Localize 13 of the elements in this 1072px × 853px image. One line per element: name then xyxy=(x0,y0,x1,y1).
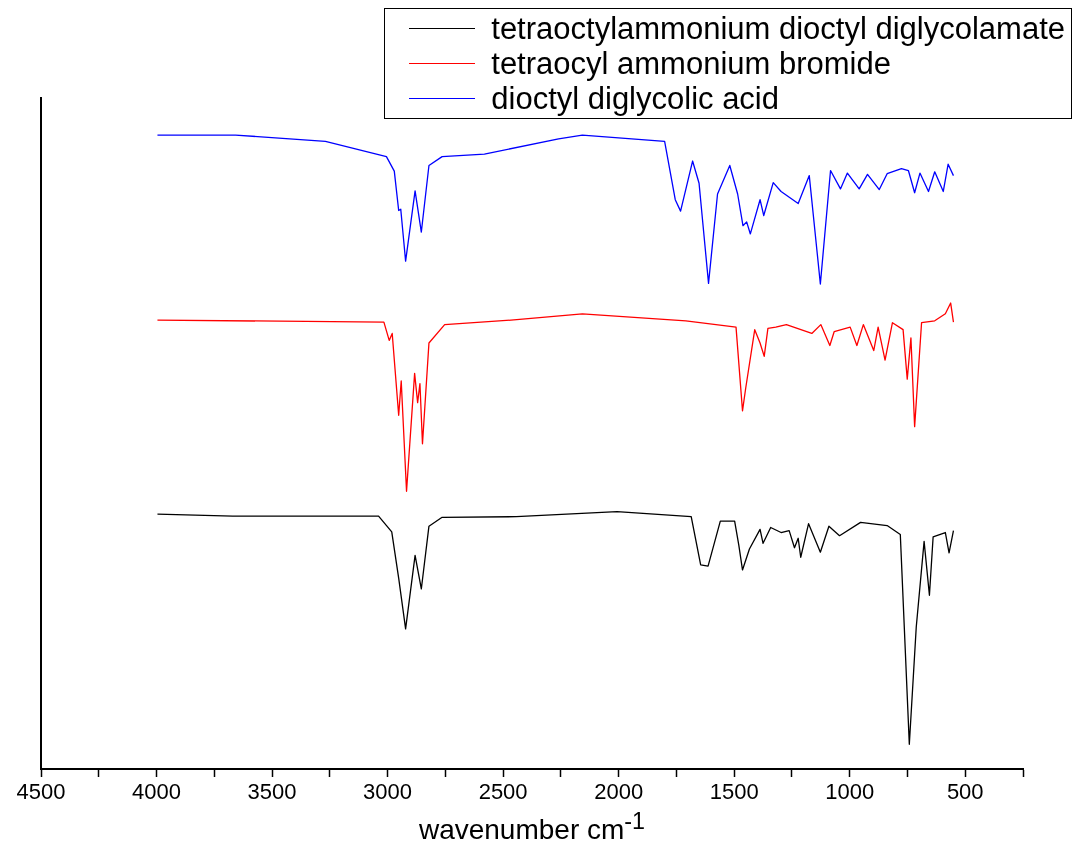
legend-label: tetraocyl ammonium bromide xyxy=(491,46,891,81)
x-tick-label: 1000 xyxy=(825,779,875,805)
x-tick-label: 500 xyxy=(946,779,984,805)
x-tick-label: 4000 xyxy=(132,779,182,805)
x-tick-label: 3000 xyxy=(363,779,413,805)
x-tick-label: 3500 xyxy=(247,779,297,805)
legend-label: tetraoctylammonium dioctyl diglycolamate xyxy=(491,11,1065,46)
x-tick-label: 4500 xyxy=(16,779,66,805)
x-tick-label: 2000 xyxy=(594,779,644,805)
x-axis-title: wavenumber cm$^{-1}$ xyxy=(417,808,647,847)
x-tick-label: 2500 xyxy=(478,779,528,805)
legend-label: dioctyl diglycolic acid xyxy=(491,81,779,116)
x-tick-label: 1500 xyxy=(709,779,759,805)
